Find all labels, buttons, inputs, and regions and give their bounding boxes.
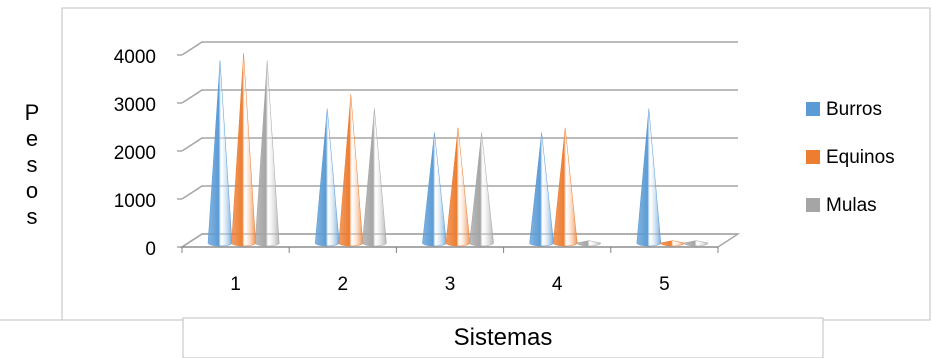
y-tick-label: 2000 xyxy=(114,143,156,164)
cone-bar xyxy=(636,108,662,247)
y-tick-label: 4000 xyxy=(114,47,156,68)
x-tick-label: 5 xyxy=(659,274,670,295)
cone-bar xyxy=(445,127,471,247)
cone-bar xyxy=(362,108,387,247)
x-tick-label: 2 xyxy=(338,274,349,295)
gridline xyxy=(181,89,738,104)
y-tick-label: 1000 xyxy=(114,191,156,212)
x-tick-labels: 1 2 3 4 5 xyxy=(181,247,719,295)
cone-bar xyxy=(338,94,364,247)
gridline xyxy=(181,137,738,152)
legend-swatch xyxy=(806,150,820,164)
x-axis-title-text: Sistemas xyxy=(453,324,553,351)
legend-swatch xyxy=(806,198,820,212)
cone-bar xyxy=(207,60,233,247)
cone-bar xyxy=(422,132,447,247)
y-tick-label: 3000 xyxy=(114,95,156,116)
cone-bar xyxy=(469,132,494,247)
chart-border xyxy=(61,7,931,321)
cone-bar xyxy=(529,132,554,247)
legend-label: Mulas xyxy=(826,195,877,216)
legend-swatch xyxy=(806,102,820,116)
cone-bar xyxy=(576,240,602,247)
legend-label: Burros xyxy=(826,99,882,120)
cone-bar xyxy=(552,127,578,247)
legend-label: Equinos xyxy=(826,147,895,168)
cone-bars xyxy=(207,53,709,247)
x-tick-label: 1 xyxy=(230,274,241,295)
legend: Burros Equinos Mulas xyxy=(806,99,895,216)
cone-bar xyxy=(683,240,709,247)
cone-bar xyxy=(231,53,256,247)
gridlines xyxy=(179,41,741,248)
x-axis-title: Sistemas xyxy=(183,318,823,358)
y-tick-label: 0 xyxy=(145,239,156,260)
cone-bar xyxy=(314,108,340,247)
x-tick-label: 4 xyxy=(552,274,563,295)
gridline xyxy=(181,41,738,56)
cone-bar xyxy=(254,60,280,247)
cone-bar xyxy=(660,240,685,247)
x-axis-title-box xyxy=(182,317,824,358)
y-tick-labels: 0 1000 2000 3000 4000 xyxy=(114,47,182,260)
x-tick-label: 3 xyxy=(445,274,456,295)
